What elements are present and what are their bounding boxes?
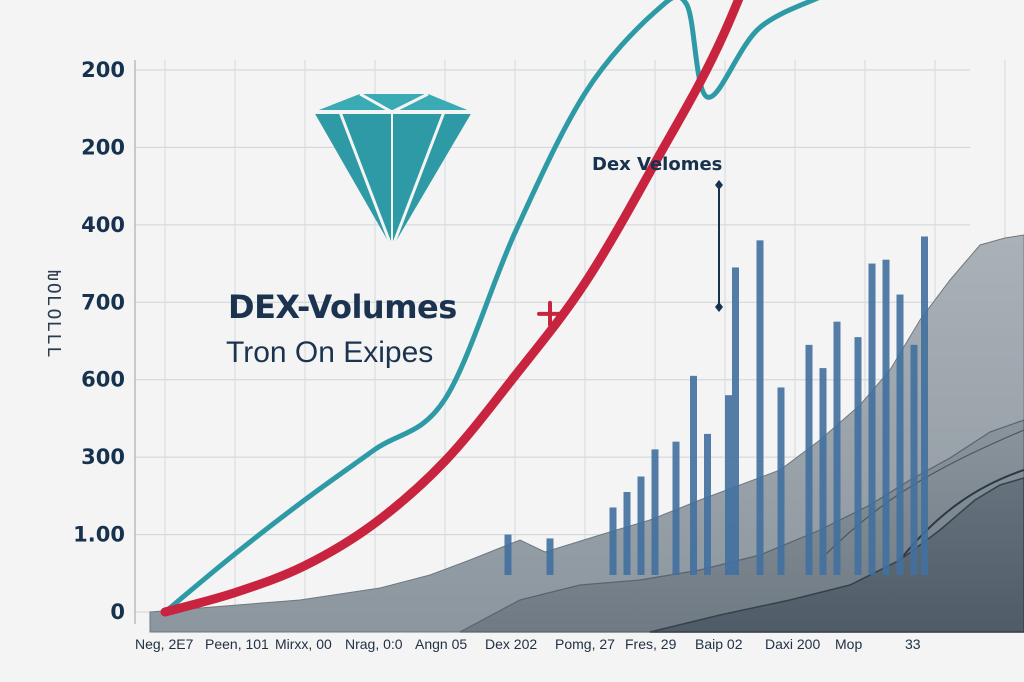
volume-bar (805, 344, 813, 575)
volume-bar (756, 240, 764, 576)
growth-trend-line (160, 0, 744, 617)
volume-bar (833, 321, 841, 575)
volume-bar (704, 433, 711, 575)
x-tick-label: Baip 02 (695, 636, 743, 652)
volume-bar (921, 236, 928, 575)
y-tick-label: 1.00 (73, 523, 125, 547)
volume-bar (623, 491, 631, 575)
volume-bar (854, 337, 862, 575)
x-tick-label: 33 (905, 636, 921, 652)
ridge-line (819, 429, 1024, 561)
y-tick-label: 0 (110, 600, 125, 624)
x-tick-label: Nrag, 0:0 (345, 636, 403, 652)
front-mountain-range (649, 477, 1024, 633)
volume-bar (637, 476, 645, 575)
y-tick-label: 400 (81, 213, 125, 237)
volume-bar (546, 538, 554, 575)
annotation-top-diamond (715, 180, 723, 190)
annotation: Dex Velomes (592, 154, 723, 312)
volume-bar (609, 507, 617, 575)
annotation-bottom-diamond (715, 302, 723, 312)
volume-bar (651, 449, 659, 575)
volume-bar (896, 294, 904, 575)
volume-bar (504, 534, 512, 575)
volume-bar (672, 441, 680, 575)
x-tick-label: Dex 202 (485, 636, 537, 652)
x-tick-label: Mirxx, 00 (275, 636, 332, 652)
x-tick-label: Fres, 29 (625, 636, 677, 652)
x-tick-label: Peen, 101 (205, 636, 269, 652)
diamond-logo (314, 92, 472, 253)
series-lines (160, 0, 820, 617)
volume-bar (819, 368, 827, 575)
x-tick-label: Neg, 2E7 (135, 636, 194, 652)
chart-title: DEX-Volumes (228, 288, 457, 326)
volume-bars (504, 236, 928, 576)
x-tick-label: Angn 05 (415, 636, 467, 652)
y-tick-label: 600 (81, 368, 125, 392)
x-tick-labels: Neg, 2E7 Peen, 101 Mirxx, 00 Nrag, 0:0 Angn … (135, 636, 921, 652)
volume-bar (725, 395, 732, 575)
y-axis-label: ԽՕԼՕԼԼԼ (43, 270, 64, 360)
volume-bar (868, 263, 876, 575)
y-tick-label: 300 (81, 445, 125, 469)
volume-bar (690, 375, 697, 575)
volume-bar (732, 267, 739, 575)
volume-bar (882, 259, 890, 575)
y-tick-label: 200 (81, 135, 125, 159)
plus-marker (537, 300, 563, 327)
volume-bar (910, 344, 918, 575)
volume-line (162, 0, 820, 615)
x-tick-label: Daxi 200 (765, 636, 820, 652)
y-tick-label: 700 (81, 290, 125, 314)
annotation-label: Dex Velomes (592, 154, 722, 175)
x-tick-label: Mop (835, 636, 862, 652)
chart-subtitle: Tron On Exipes (226, 336, 433, 369)
x-tick-label: Pomg, 27 (555, 636, 615, 652)
y-tick-label: 200 (81, 58, 125, 82)
volume-bar (777, 387, 785, 575)
y-tick-labels: 200 200 400 700 600 300 1.00 0 (73, 58, 125, 624)
plus-markers (537, 300, 563, 327)
